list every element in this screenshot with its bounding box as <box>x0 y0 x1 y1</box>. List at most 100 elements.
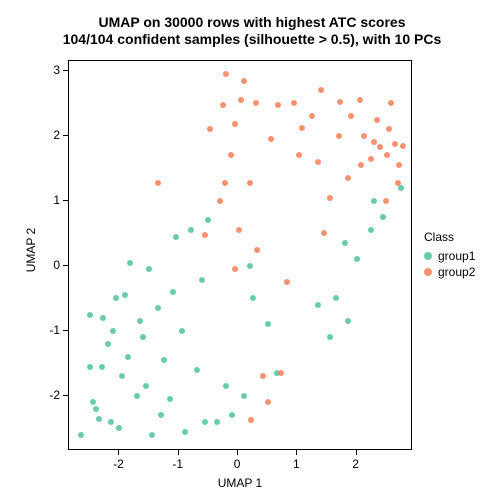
data-point <box>179 328 185 334</box>
data-point <box>217 198 223 204</box>
data-point <box>348 113 354 119</box>
data-point <box>380 214 386 220</box>
data-point <box>248 417 254 423</box>
legend-title: Class <box>424 230 475 244</box>
legend-dot-icon <box>424 252 432 260</box>
data-point <box>357 97 363 103</box>
data-point <box>232 266 238 272</box>
x-tick <box>356 450 357 455</box>
legend-item: group1 <box>424 248 475 264</box>
data-point <box>146 266 152 272</box>
data-point <box>327 195 333 201</box>
data-point <box>342 240 348 246</box>
y-tick <box>63 135 68 136</box>
data-point <box>374 117 380 123</box>
data-point <box>149 432 155 438</box>
data-point <box>173 234 179 240</box>
y-tick-label: 0 <box>40 258 60 272</box>
data-point <box>229 412 235 418</box>
x-tick-label: 1 <box>293 457 300 471</box>
y-tick <box>63 330 68 331</box>
chart-title: UMAP on 30000 rows with highest ATC scor… <box>0 14 504 48</box>
data-point <box>93 406 99 412</box>
x-tick-label: 0 <box>234 457 241 471</box>
data-point <box>116 425 122 431</box>
data-point <box>214 419 220 425</box>
x-axis-label: UMAP 1 <box>68 476 412 490</box>
y-tick-label: 1 <box>40 193 60 207</box>
y-tick <box>63 395 68 396</box>
data-point <box>127 260 133 266</box>
data-point <box>315 302 321 308</box>
data-point <box>361 133 367 139</box>
data-point <box>371 139 377 145</box>
data-point <box>119 373 125 379</box>
data-point <box>241 78 247 84</box>
data-point <box>125 354 131 360</box>
data-point <box>110 328 116 334</box>
data-point <box>400 143 406 149</box>
data-point <box>333 295 339 301</box>
x-tick <box>237 450 238 455</box>
data-point <box>392 141 398 147</box>
y-axis-label: UMAP 2 <box>24 220 38 280</box>
data-point <box>321 230 327 236</box>
data-point <box>87 312 93 318</box>
data-point <box>155 180 161 186</box>
data-point <box>238 97 244 103</box>
legend-item-label: group2 <box>438 265 475 279</box>
y-tick <box>63 265 68 266</box>
data-point <box>291 100 297 106</box>
legend-item-label: group1 <box>438 249 475 263</box>
data-point <box>96 416 102 422</box>
data-point <box>223 71 229 77</box>
data-point <box>337 99 343 105</box>
data-point <box>137 318 143 324</box>
data-point <box>99 364 105 370</box>
data-point <box>388 100 394 106</box>
data-point <box>194 367 200 373</box>
data-point <box>318 87 324 93</box>
data-point <box>223 383 229 389</box>
data-point <box>299 125 305 131</box>
data-point <box>383 198 389 204</box>
data-point <box>250 295 256 301</box>
data-point <box>265 321 271 327</box>
y-tick <box>63 200 68 201</box>
legend-dot-icon <box>424 268 432 276</box>
data-point <box>396 162 402 168</box>
data-point <box>395 180 401 186</box>
x-tick <box>296 450 297 455</box>
data-point <box>199 277 205 283</box>
data-point <box>202 419 208 425</box>
data-point <box>170 289 176 295</box>
data-point <box>327 334 333 340</box>
data-point <box>377 144 383 150</box>
data-point <box>100 315 106 321</box>
data-point <box>143 383 149 389</box>
y-tick-label: 2 <box>40 128 60 142</box>
data-point <box>161 357 167 363</box>
title-line-2: 104/104 confident samples (silhouette > … <box>0 31 504 48</box>
data-point <box>182 429 188 435</box>
data-point <box>155 305 161 311</box>
data-point <box>158 412 164 418</box>
data-point <box>260 373 266 379</box>
data-point <box>113 295 119 301</box>
legend: Class group1 group2 <box>424 230 475 280</box>
data-point <box>384 152 390 158</box>
legend-item: group2 <box>424 264 475 280</box>
data-point <box>284 279 290 285</box>
data-point <box>220 102 226 108</box>
chart-container: { "chart": { "type": "scatter", "title_l… <box>0 0 504 504</box>
data-point <box>87 364 93 370</box>
data-point <box>228 152 234 158</box>
data-point <box>207 126 213 132</box>
y-tick-label: -1 <box>40 323 60 337</box>
data-point <box>247 263 253 269</box>
data-point <box>105 341 111 347</box>
data-point <box>268 136 274 142</box>
data-point <box>205 217 211 223</box>
x-tick <box>118 450 119 455</box>
y-tick-label: -2 <box>40 388 60 402</box>
